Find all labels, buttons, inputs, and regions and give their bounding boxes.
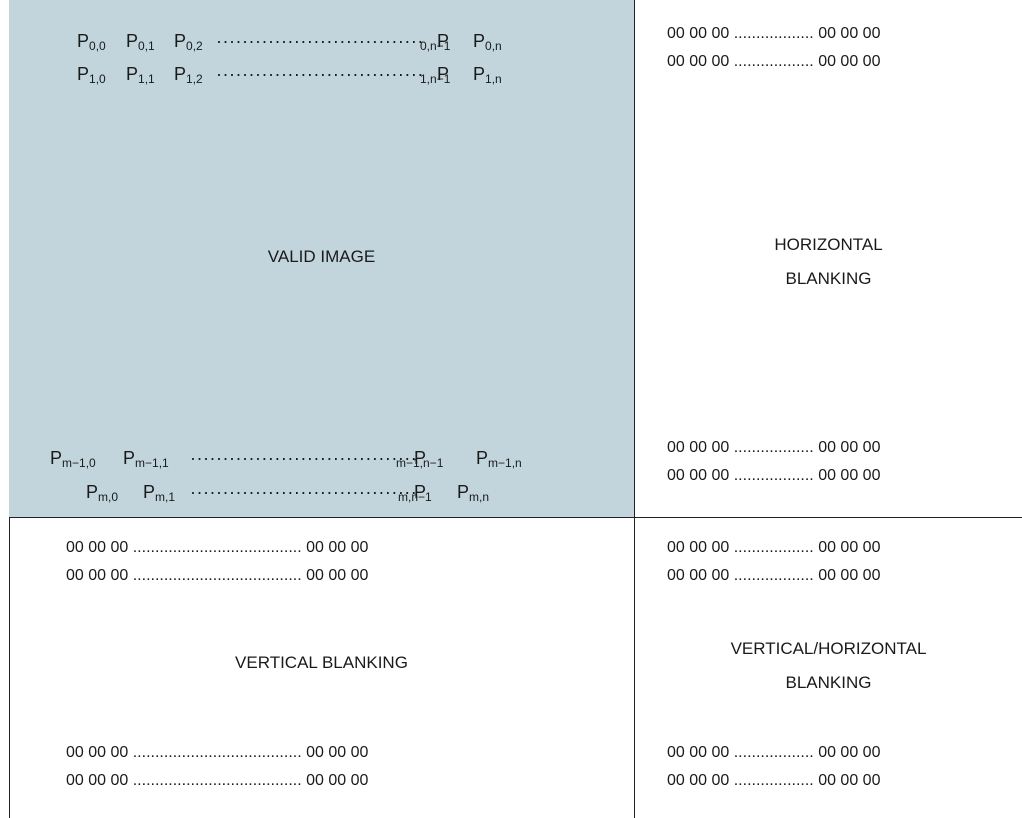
horizontal-blanking-row: 00 00 00 .................. 00 00 00	[667, 467, 881, 484]
pixel-row-ellipsis: ········································…	[190, 482, 416, 502]
vh-blanking-row: 00 00 00 .................. 00 00 00	[667, 539, 881, 556]
vertical-blanking-row: 00 00 00 ...............................…	[66, 772, 369, 789]
left-edge-line	[9, 518, 10, 818]
pixel-1-1: P1,1	[126, 64, 155, 86]
pixel-0-n: P0,n	[473, 31, 502, 53]
pixel-m-n-1: m,n−1	[398, 490, 432, 504]
pixel-m-0: Pm,0	[86, 482, 119, 504]
valid-image-label: VALID IMAGE	[267, 247, 376, 266]
horizontal-blanking-row: 00 00 00 .................. 00 00 00	[667, 53, 881, 70]
pixel-m-1-n: Pm−1,n	[476, 448, 522, 470]
horizontal-blanking-row: 00 00 00 .................. 00 00 00	[667, 25, 881, 42]
vertical-blanking-row: 00 00 00 ...............................…	[66, 744, 369, 761]
valid-image-region	[9, 0, 634, 518]
pixel-0-n-1: 0,n−1	[420, 39, 451, 53]
pixel-0-n-1-p: P	[437, 31, 450, 51]
pixel-row-ellipsis: ········································…	[190, 448, 416, 468]
pixel-m-n-1-p: P	[414, 482, 427, 502]
vh-blanking-row: 00 00 00 .................. 00 00 00	[667, 567, 881, 584]
vh-blanking-row: 00 00 00 .................. 00 00 00	[667, 744, 881, 761]
pixel-1-n-1-p: P	[437, 64, 450, 84]
pixel-1-0: P1,0	[77, 64, 106, 86]
vh-blanking-row: 00 00 00 .................. 00 00 00	[667, 772, 881, 789]
pixel-0-0: P0,0	[77, 31, 106, 53]
horizontal-blanking-label: HORIZONTAL BLANKING	[774, 235, 883, 288]
pixel-1-n: P1,n	[473, 64, 502, 86]
vh-blanking-label: VERTICAL/HORIZONTAL BLANKING	[730, 639, 927, 692]
pixel-m-1-n-1-p: P	[414, 448, 427, 468]
vertical-divider	[634, 0, 635, 818]
vertical-blanking-row: 00 00 00 ...............................…	[66, 567, 369, 584]
horizontal-blanking-row: 00 00 00 .................. 00 00 00	[667, 439, 881, 456]
pixel-row-ellipsis: ········································…	[216, 64, 424, 84]
pixel-row-ellipsis: ········································…	[216, 31, 424, 51]
vertical-blanking-label: VERTICAL BLANKING	[235, 653, 408, 672]
pixel-m-1-0: Pm−1,0	[50, 448, 96, 470]
pixel-m-1: Pm,1	[143, 482, 176, 504]
horizontal-divider	[9, 517, 1022, 518]
pixel-m-n: Pm,n	[457, 482, 490, 504]
pixel-0-2: P0,2	[174, 31, 203, 53]
pixel-1-n-1: 1,n−1	[420, 72, 451, 86]
pixel-0-1: P0,1	[126, 31, 155, 53]
pixel-m-1-n-1: m−1,n−1	[396, 456, 444, 470]
pixel-m-1-1: Pm−1,1	[123, 448, 169, 470]
vertical-blanking-row: 00 00 00 ...............................…	[66, 539, 369, 556]
pixel-1-2: P1,2	[174, 64, 203, 86]
